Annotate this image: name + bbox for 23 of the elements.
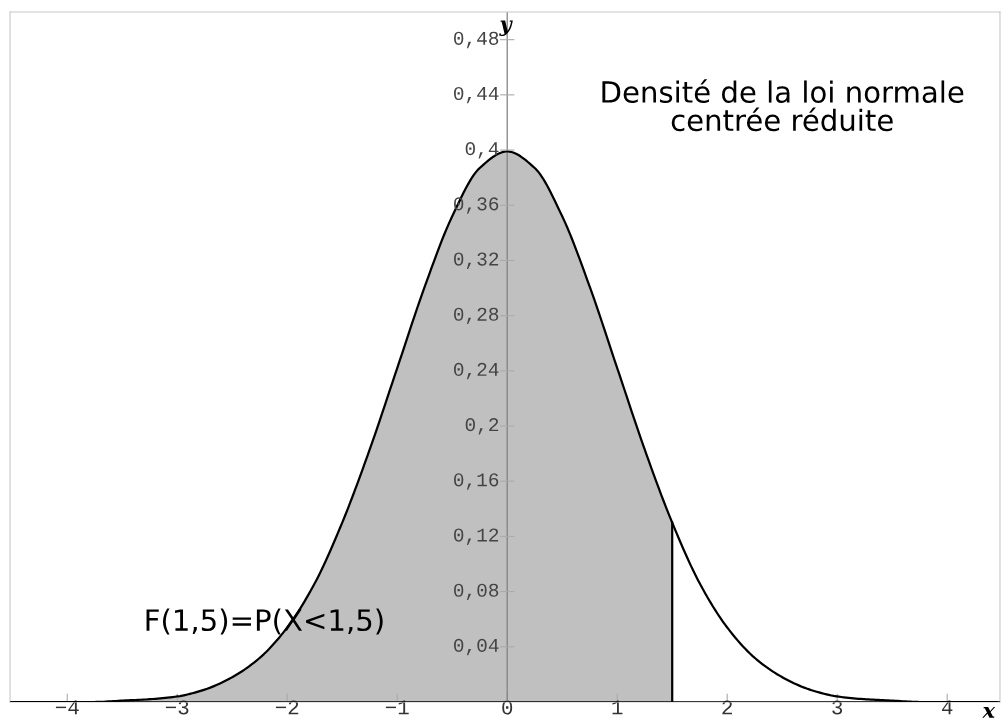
y-tick-label: 0,08 <box>454 583 499 601</box>
y-tick-label: 0,24 <box>454 362 499 380</box>
x-tick-label: 1 <box>612 700 623 715</box>
y-tick-label: 0,12 <box>454 528 499 545</box>
text: Densité de la loi normale centrée réduite <box>602 79 964 132</box>
y-axis-title: y <box>499 20 513 36</box>
y-tick-label: 0,32 <box>454 252 499 269</box>
x-tick-label: 2 <box>722 700 732 715</box>
x-tick-label: −2 <box>275 700 299 715</box>
x-tick-label: 0 <box>502 700 513 715</box>
y-tick-label: 0,2 <box>465 418 499 435</box>
x-tick-label: −4 <box>55 700 79 715</box>
x-tick-label: 3 <box>832 700 843 715</box>
y-tick-label: 0,48 <box>454 31 499 49</box>
x-axis-title: x <box>982 707 996 718</box>
y-tick-label: 0,4 <box>465 142 499 159</box>
y-tick-label: 0,04 <box>454 638 499 656</box>
x-tick-label: −1 <box>385 700 409 715</box>
y-tick-label: 0,28 <box>454 307 499 325</box>
y-tick-label: 0,44 <box>454 86 499 104</box>
x-tick-label: −3 <box>165 700 189 715</box>
y-tick-label: 0,16 <box>454 473 499 490</box>
x-tick-label: 4 <box>941 700 953 715</box>
